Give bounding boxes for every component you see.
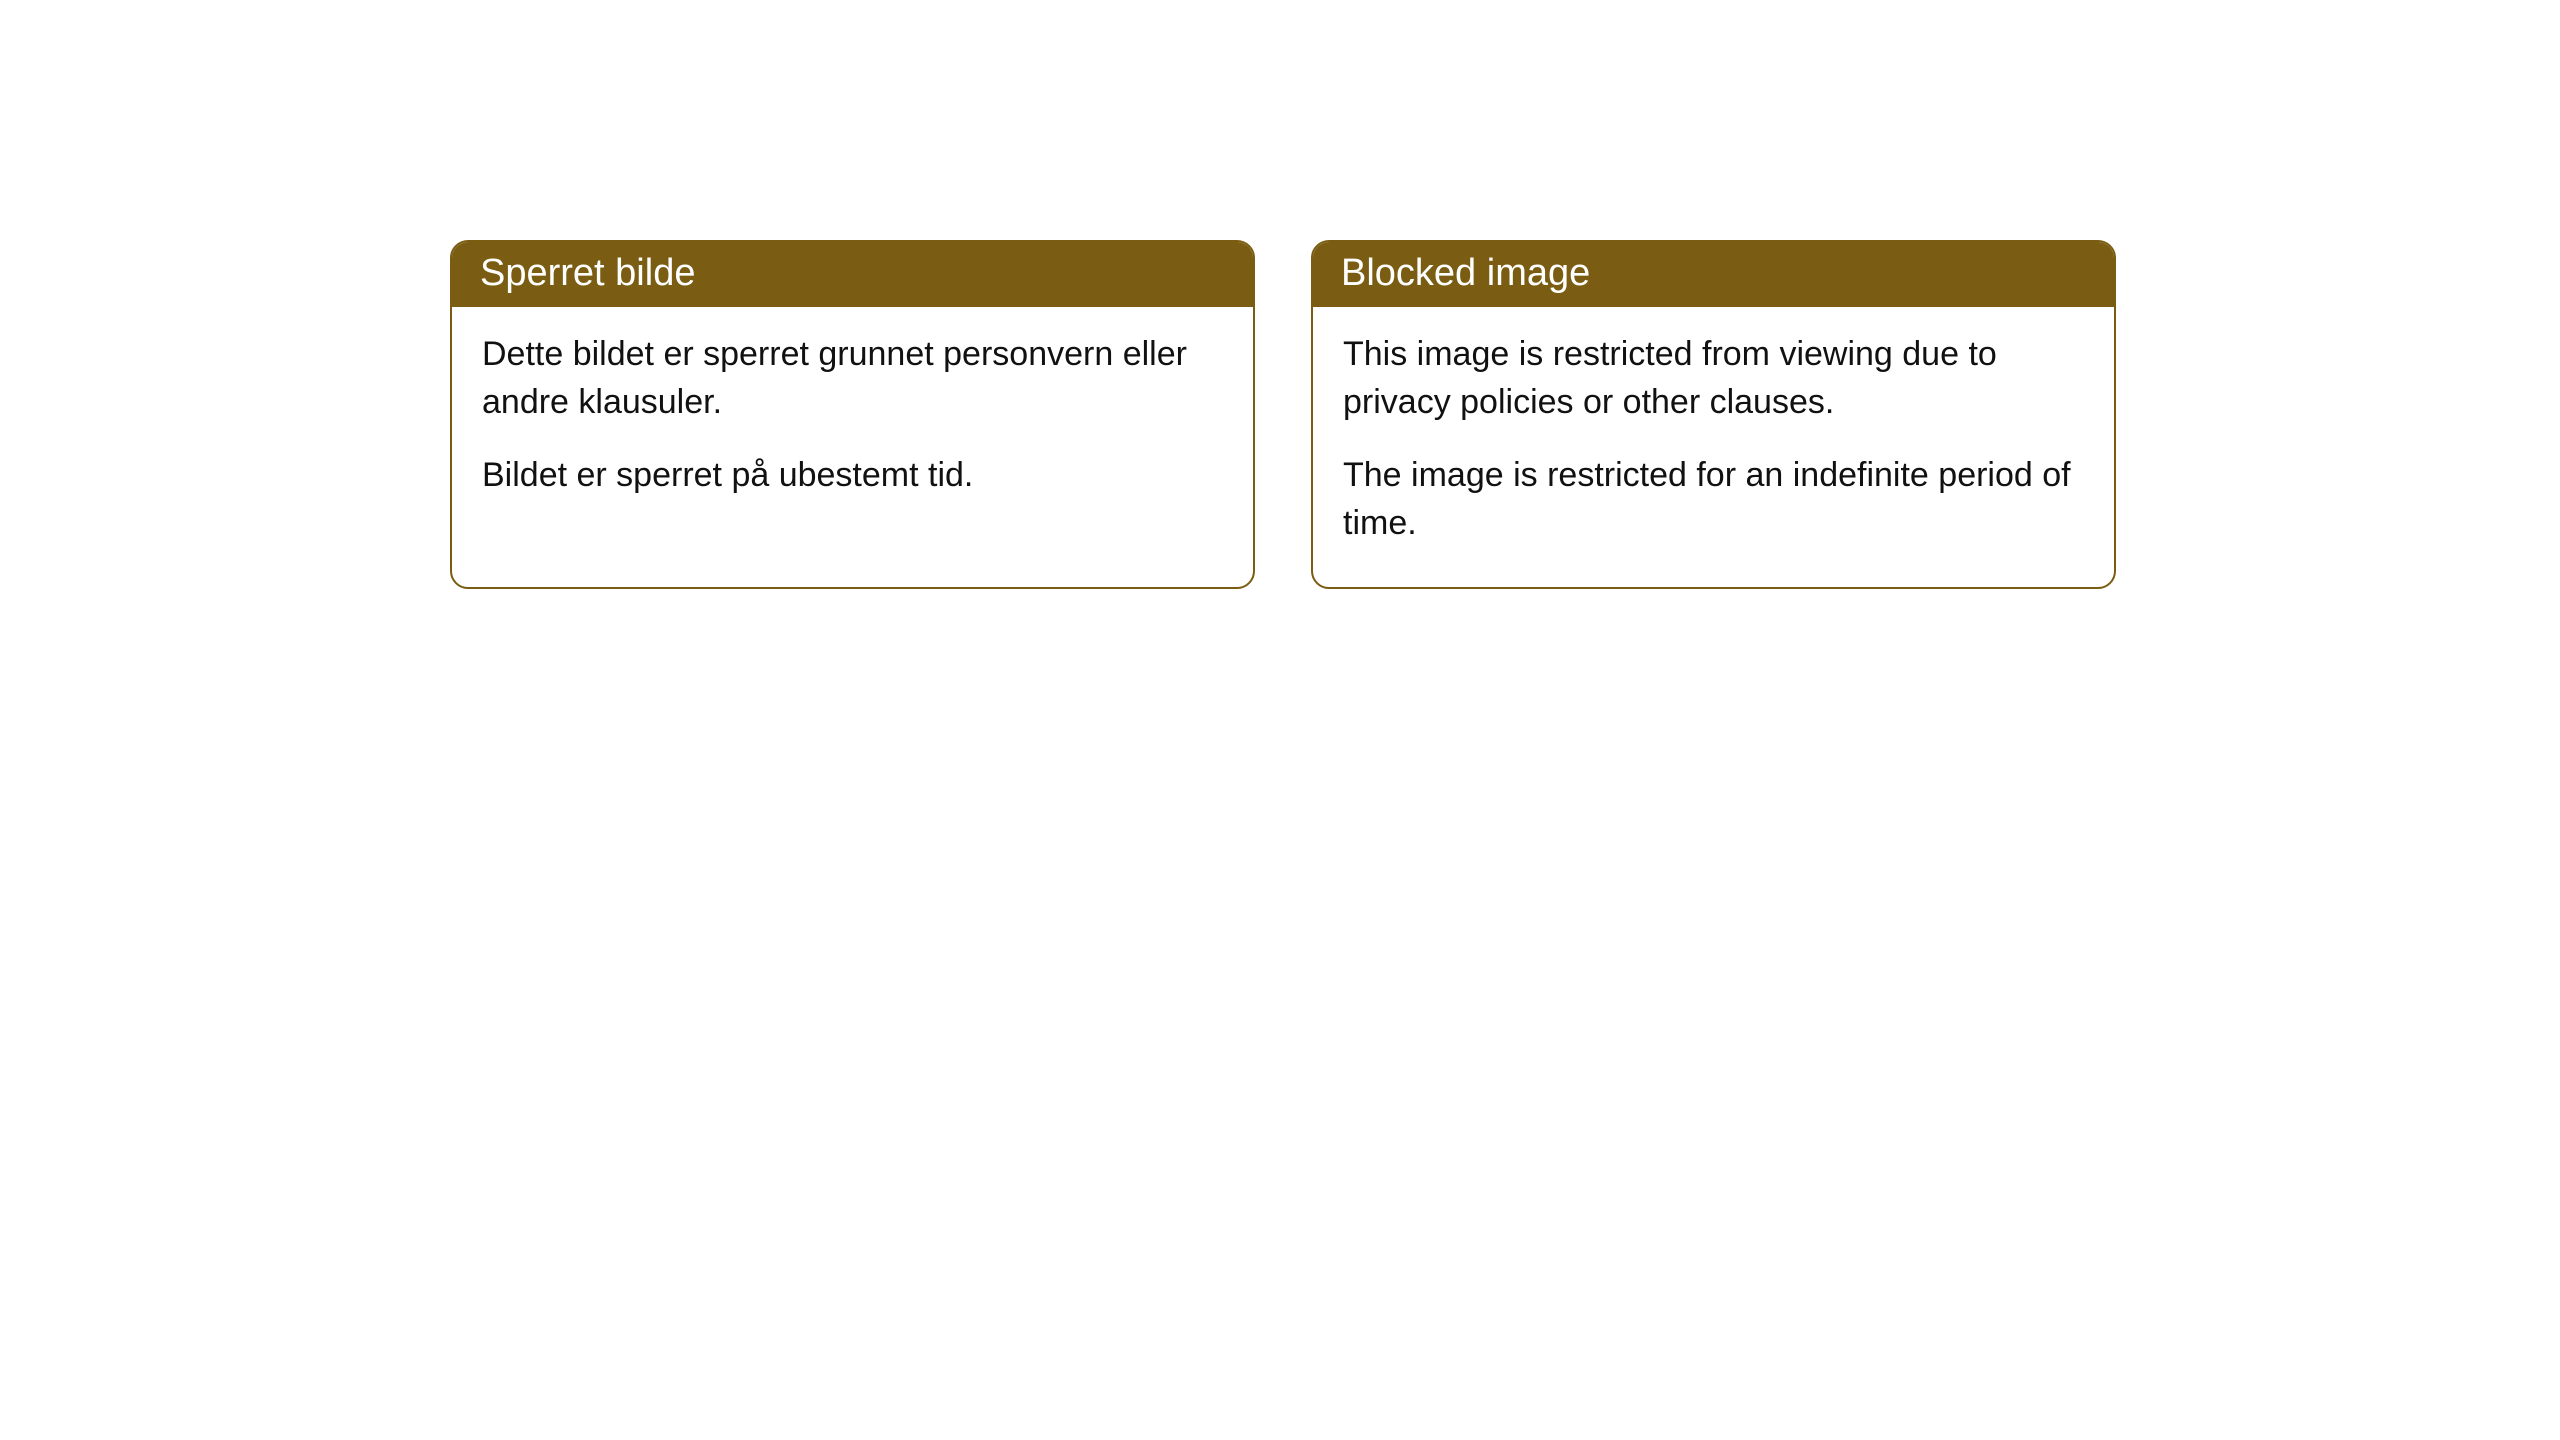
notice-paragraph: The image is restricted for an indefinit… bbox=[1343, 452, 2084, 547]
card-header: Blocked image bbox=[1313, 242, 2114, 307]
notice-card-english: Blocked image This image is restricted f… bbox=[1311, 240, 2116, 589]
notice-paragraph: Dette bildet er sperret grunnet personve… bbox=[482, 331, 1223, 426]
notice-paragraph: This image is restricted from viewing du… bbox=[1343, 331, 2084, 426]
notice-card-norwegian: Sperret bilde Dette bildet er sperret gr… bbox=[450, 240, 1255, 589]
card-body: This image is restricted from viewing du… bbox=[1313, 307, 2114, 587]
notice-container: Sperret bilde Dette bildet er sperret gr… bbox=[0, 0, 2560, 589]
card-header: Sperret bilde bbox=[452, 242, 1253, 307]
card-body: Dette bildet er sperret grunnet personve… bbox=[452, 307, 1253, 540]
notice-paragraph: Bildet er sperret på ubestemt tid. bbox=[482, 452, 1223, 500]
